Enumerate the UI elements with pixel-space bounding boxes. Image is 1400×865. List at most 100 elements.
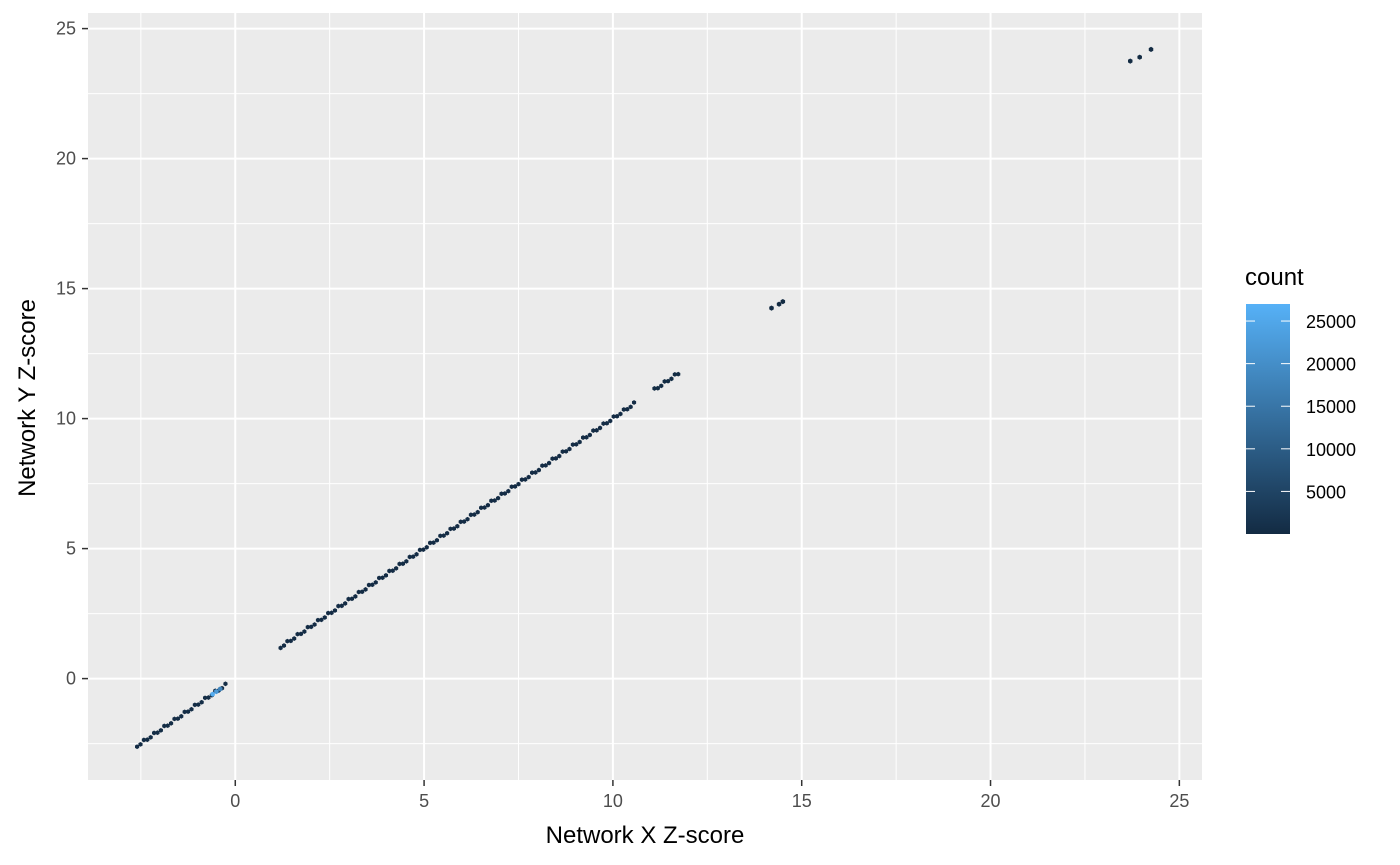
- hex-bin: [1128, 58, 1133, 64]
- hex-bin: [492, 498, 497, 503]
- hex-bin: [138, 741, 143, 747]
- y-tick-label: 10: [56, 409, 76, 429]
- hex-bin: [519, 477, 524, 483]
- hex-bin: [158, 727, 163, 733]
- hex-bin: [655, 385, 660, 391]
- y-tick-label: 25: [56, 19, 76, 39]
- legend-tick-label: 10000: [1306, 440, 1356, 460]
- hex-bins: [135, 46, 1154, 750]
- hex-bin: [305, 624, 310, 630]
- hex-bin: [179, 713, 184, 719]
- hex-bin: [278, 645, 283, 651]
- hex-bin: [302, 629, 307, 634]
- hex-bin: [182, 709, 187, 715]
- hex-bin: [360, 589, 365, 595]
- hex-bin: [192, 702, 197, 708]
- hex-bin: [223, 681, 228, 687]
- legend-tick-label: 5000: [1306, 482, 1346, 502]
- hex-bin: [564, 448, 569, 454]
- hex-bin: [502, 491, 507, 496]
- x-tick-label: 15: [792, 791, 812, 811]
- hex-bin: [526, 474, 531, 480]
- hex-bin: [152, 730, 157, 736]
- hex-bin: [580, 435, 586, 440]
- x-tick-label: 5: [419, 791, 429, 811]
- hex-bin: [1148, 46, 1154, 52]
- hex-bin: [567, 446, 572, 452]
- hex-bin: [363, 587, 368, 592]
- hex-bin: [377, 575, 382, 581]
- hex-bin: [312, 622, 317, 627]
- hex-bin: [577, 439, 582, 445]
- hex-bin: [148, 734, 153, 740]
- hex-bin: [597, 425, 603, 431]
- axes: 0 5 10 15 20 25 0 5 10 15 20 25: [56, 19, 1189, 811]
- hex-bin: [659, 383, 664, 389]
- hex-bin: [523, 477, 528, 482]
- hex-bin: [411, 554, 416, 560]
- x-tick-label: 20: [981, 791, 1001, 811]
- hex-bin: [390, 568, 395, 574]
- hex-bin: [210, 691, 215, 697]
- hex-bin: [462, 519, 467, 524]
- hex-bin: [455, 523, 460, 529]
- x-tick-label: 0: [230, 791, 240, 811]
- hex-bin: [295, 631, 300, 637]
- hex-bin: [349, 596, 355, 602]
- hex-bin: [621, 407, 626, 412]
- x-axis-title: Network X Z-score: [546, 822, 745, 849]
- panel-background: [88, 13, 1202, 780]
- hex-bin: [506, 488, 511, 494]
- hex-bin: [662, 379, 667, 384]
- legend-title: count: [1245, 264, 1304, 291]
- hex-bin: [397, 561, 402, 567]
- legend-tick-label: 25000: [1306, 312, 1356, 332]
- hex-bin: [421, 547, 426, 553]
- x-tick-label: 25: [1169, 791, 1189, 811]
- hex-bin: [383, 572, 389, 578]
- hex-bin: [394, 565, 399, 571]
- hex-bin: [458, 519, 463, 525]
- hex-bin: [468, 512, 473, 518]
- hex-bin: [169, 720, 174, 726]
- hex-bin: [366, 582, 372, 588]
- hex-bin: [370, 582, 375, 588]
- grid-lines: [88, 13, 1202, 780]
- y-axis-title: Network Y Z-score: [14, 299, 41, 497]
- hex-bin: [665, 378, 671, 384]
- hex-bin: [594, 427, 599, 433]
- legend-colorbar: [1246, 304, 1290, 534]
- legend-tick-label: 20000: [1306, 355, 1356, 375]
- hex-bin: [547, 460, 552, 466]
- hex-bin: [676, 371, 681, 377]
- hex-bin: [591, 428, 596, 433]
- hex-bin: [329, 610, 334, 616]
- hex-bin: [672, 372, 677, 377]
- hex-bin: [343, 601, 348, 606]
- y-tick-label: 15: [56, 279, 76, 299]
- hex-bin: [499, 491, 504, 497]
- hex-bin: [485, 502, 490, 508]
- hex-bin: [336, 603, 341, 609]
- hex-bin: [776, 301, 782, 307]
- y-tick-label: 5: [66, 539, 76, 559]
- hex-bin: [322, 615, 327, 620]
- hex-bin: [560, 449, 565, 455]
- hex-bin: [214, 689, 219, 695]
- hex-bin: [601, 421, 606, 426]
- hex-bin: [414, 551, 419, 557]
- hex-bin: [309, 624, 314, 630]
- hex-bin: [332, 608, 338, 613]
- hex-bin: [496, 495, 501, 501]
- hex-bin: [407, 554, 412, 560]
- hex-bin: [185, 709, 191, 715]
- legend-tick-label: 15000: [1306, 397, 1356, 417]
- hex-bin: [628, 404, 633, 410]
- hex-bin: [196, 702, 201, 707]
- hex-bin: [780, 299, 786, 305]
- hex-bin: [451, 526, 456, 531]
- hex-bin: [315, 617, 321, 623]
- hex-bin: [479, 505, 484, 511]
- hex-bin: [288, 638, 293, 644]
- hex-bin: [557, 453, 562, 459]
